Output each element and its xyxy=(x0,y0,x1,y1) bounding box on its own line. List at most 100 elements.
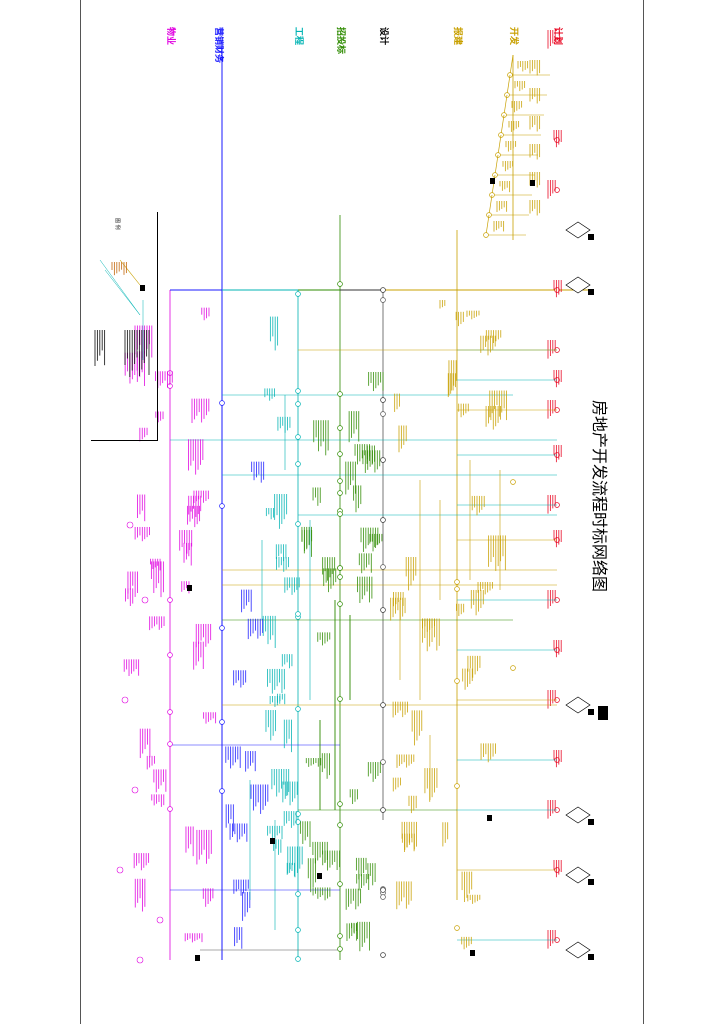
event-node xyxy=(554,137,560,143)
event-node xyxy=(219,625,225,631)
event-node xyxy=(337,391,343,397)
event-node xyxy=(167,597,173,603)
event-node xyxy=(337,946,343,952)
milestone-diamond xyxy=(565,806,591,824)
event-node xyxy=(483,232,489,238)
event-node xyxy=(554,37,560,43)
event-node xyxy=(295,811,301,817)
event-node xyxy=(380,397,386,403)
milestone-diamond xyxy=(565,221,591,239)
event-node xyxy=(337,490,343,496)
event-node xyxy=(295,291,301,297)
event-node xyxy=(454,783,460,789)
milestone-diamond xyxy=(565,696,591,714)
magenta-node xyxy=(156,916,164,924)
event-node xyxy=(380,517,386,523)
lane-label-2: 开发 xyxy=(508,27,518,46)
event-node xyxy=(219,788,225,794)
event-node xyxy=(337,601,343,607)
event-node xyxy=(219,719,225,725)
lane-label-1: 计划 xyxy=(552,27,562,46)
event-node xyxy=(167,806,173,812)
event-node xyxy=(295,611,301,617)
lane-label-5: 招投标 xyxy=(335,27,345,55)
diagram-title: 房地产开发流程时标网络图 xyxy=(590,400,609,593)
event-node xyxy=(510,479,516,485)
page-border-right xyxy=(643,0,644,1024)
event-node xyxy=(380,759,386,765)
event-node xyxy=(380,952,386,958)
event-node xyxy=(337,425,343,431)
event-node xyxy=(337,822,343,828)
event-node xyxy=(337,451,343,457)
stair-link xyxy=(497,134,502,156)
legend-box: 图 例 xyxy=(91,212,158,441)
marker-square xyxy=(490,178,495,184)
event-node xyxy=(337,801,343,807)
event-node xyxy=(380,297,386,303)
event-node xyxy=(295,388,301,394)
marker-square xyxy=(270,838,275,844)
milestone-flag xyxy=(588,879,594,885)
marker-square xyxy=(195,955,200,961)
event-node xyxy=(454,925,460,931)
event-node xyxy=(295,461,301,467)
event-node xyxy=(337,565,343,571)
event-node xyxy=(337,574,343,580)
milestone-flag xyxy=(588,234,594,240)
event-node xyxy=(337,881,343,887)
event-node xyxy=(219,400,225,406)
event-node xyxy=(380,564,386,570)
marker-square xyxy=(530,180,535,186)
event-node xyxy=(380,702,386,708)
legend-title: 图 例 xyxy=(114,218,120,230)
event-node xyxy=(295,927,301,933)
stair-link xyxy=(494,154,499,176)
event-node xyxy=(380,287,386,293)
event-node xyxy=(454,586,460,592)
lane-label-7: 营销财务 xyxy=(213,27,223,64)
lane-label-8: 物业 xyxy=(165,27,175,46)
legend-line xyxy=(104,269,141,316)
event-node xyxy=(295,521,301,527)
event-node xyxy=(167,709,173,715)
stair-link xyxy=(488,194,493,216)
event-node xyxy=(554,187,560,193)
event-node xyxy=(337,696,343,702)
stair-link xyxy=(503,94,508,116)
event-node xyxy=(454,579,460,585)
event-node xyxy=(380,411,386,417)
event-node xyxy=(380,607,386,613)
event-node xyxy=(510,665,516,671)
lane-label-6: 工程 xyxy=(293,27,303,46)
milestone-diamond xyxy=(565,941,591,959)
milestone-flag xyxy=(588,954,594,960)
magenta-node xyxy=(126,521,134,529)
event-node xyxy=(380,894,386,900)
milestone-flag-large xyxy=(598,706,608,720)
magenta-node xyxy=(131,786,139,794)
event-node xyxy=(295,891,301,897)
milestone-flag xyxy=(588,819,594,825)
event-node xyxy=(295,956,301,962)
magenta-node xyxy=(121,696,129,704)
marker-square xyxy=(317,873,322,879)
milestone-diamond xyxy=(565,866,591,884)
legend-line xyxy=(99,259,141,316)
marker-square xyxy=(187,585,192,591)
event-node xyxy=(380,807,386,813)
event-node xyxy=(295,434,301,440)
event-node xyxy=(337,511,343,517)
event-node xyxy=(219,503,225,509)
lane-label-3: 报建 xyxy=(452,27,462,46)
event-node xyxy=(380,887,386,893)
event-node xyxy=(167,652,173,658)
event-node xyxy=(167,741,173,747)
stair-link xyxy=(506,74,511,96)
event-node xyxy=(337,933,343,939)
milestone-diamond xyxy=(565,276,591,294)
marker-square xyxy=(487,815,492,821)
marker-square xyxy=(470,950,475,956)
legend-line xyxy=(119,259,141,286)
